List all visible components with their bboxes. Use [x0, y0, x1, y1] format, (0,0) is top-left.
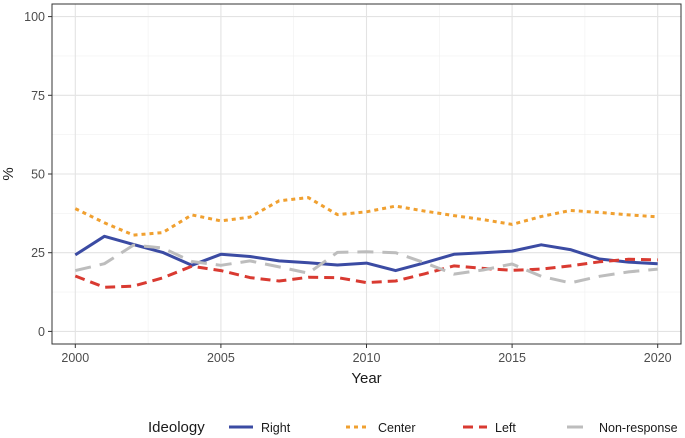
legend: Ideology Right Center Left Non-response [148, 419, 678, 436]
axis-ticks [48, 16, 659, 348]
x-tick-label: 2010 [353, 351, 381, 365]
x-tick-label: 2020 [644, 351, 672, 365]
x-tick-label: 2000 [61, 351, 89, 365]
y-tick-label: 75 [31, 89, 45, 103]
series-line-left [74, 257, 658, 289]
y-tick-label: 50 [31, 168, 45, 182]
series-line-center [74, 196, 658, 237]
legend-label-left: Left [495, 421, 516, 435]
legend-title: Ideology [148, 419, 205, 436]
x-axis-title: Year [351, 370, 381, 387]
legend-label-non-response: Non-response [599, 421, 678, 435]
y-tick-label: 0 [38, 325, 45, 339]
y-axis-title: % [0, 167, 17, 180]
y-tick-label: 100 [24, 10, 45, 24]
x-tick-label: 2015 [498, 351, 526, 365]
major-gridlines [52, 4, 681, 344]
legend-label-right: Right [261, 421, 291, 435]
tick-labels: 2000 2005 2010 2015 2020 0 25 50 75 100 [24, 10, 672, 365]
legend-items: Right Center Left Non-response [229, 421, 678, 435]
x-tick-label: 2005 [207, 351, 235, 365]
series-line-right [74, 234, 658, 273]
series-line-non-response [74, 243, 658, 285]
y-tick-label: 25 [31, 246, 45, 260]
series-lines [74, 196, 658, 289]
legend-label-center: Center [378, 421, 416, 435]
